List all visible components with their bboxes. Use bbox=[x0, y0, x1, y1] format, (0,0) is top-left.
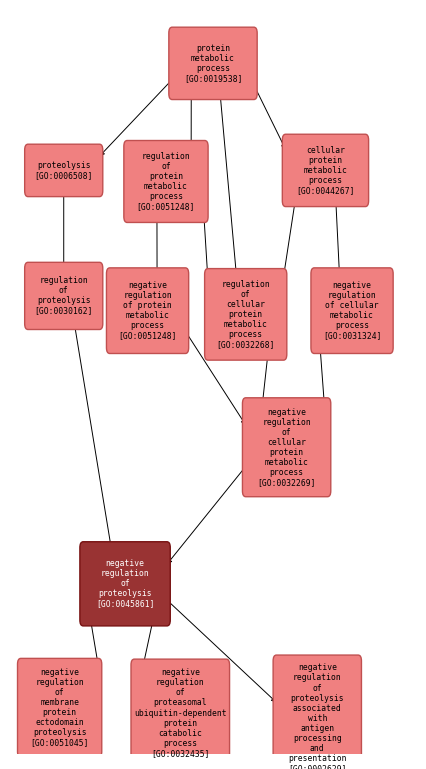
Text: negative
regulation
of cellular
metabolic
process
[GO:0031324]: negative regulation of cellular metaboli… bbox=[323, 281, 381, 341]
FancyBboxPatch shape bbox=[242, 398, 331, 497]
Text: negative
regulation
of
cellular
protein
metabolic
process
[GO:0032269]: negative regulation of cellular protein … bbox=[257, 408, 316, 487]
Text: proteolysis
[GO:0006508]: proteolysis [GO:0006508] bbox=[35, 161, 93, 180]
FancyBboxPatch shape bbox=[169, 27, 257, 99]
Text: protein
metabolic
process
[GO:0019538]: protein metabolic process [GO:0019538] bbox=[184, 44, 242, 83]
FancyBboxPatch shape bbox=[106, 268, 189, 354]
Text: negative
regulation
of
membrane
protein
ectodomain
proteolysis
[GO:0051045]: negative regulation of membrane protein … bbox=[30, 668, 89, 747]
Text: negative
regulation
of
proteolysis
associated
with
antigen
processing
and
presen: negative regulation of proteolysis assoc… bbox=[288, 664, 346, 769]
Text: negative
regulation
of protein
metabolic
process
[GO:0051248]: negative regulation of protein metabolic… bbox=[118, 281, 177, 341]
FancyBboxPatch shape bbox=[273, 655, 361, 769]
Text: regulation
of
proteolysis
[GO:0030162]: regulation of proteolysis [GO:0030162] bbox=[35, 276, 93, 315]
FancyBboxPatch shape bbox=[282, 135, 368, 207]
FancyBboxPatch shape bbox=[124, 141, 208, 222]
FancyBboxPatch shape bbox=[311, 268, 393, 354]
FancyBboxPatch shape bbox=[131, 659, 230, 767]
Text: negative
regulation
of
proteolysis
[GO:0045861]: negative regulation of proteolysis [GO:0… bbox=[96, 559, 154, 608]
FancyBboxPatch shape bbox=[204, 268, 287, 360]
Text: cellular
protein
metabolic
process
[GO:0044267]: cellular protein metabolic process [GO:0… bbox=[296, 146, 355, 195]
FancyBboxPatch shape bbox=[17, 658, 102, 757]
FancyBboxPatch shape bbox=[25, 262, 103, 329]
Text: regulation
of
protein
metabolic
process
[GO:0051248]: regulation of protein metabolic process … bbox=[137, 151, 195, 211]
FancyBboxPatch shape bbox=[80, 541, 170, 626]
Text: negative
regulation
of
proteasomal
ubiquitin-dependent
protein
catabolic
process: negative regulation of proteasomal ubiqu… bbox=[134, 668, 227, 757]
FancyBboxPatch shape bbox=[25, 145, 103, 197]
Text: regulation
of
cellular
protein
metabolic
process
[GO:0032268]: regulation of cellular protein metabolic… bbox=[216, 280, 275, 349]
